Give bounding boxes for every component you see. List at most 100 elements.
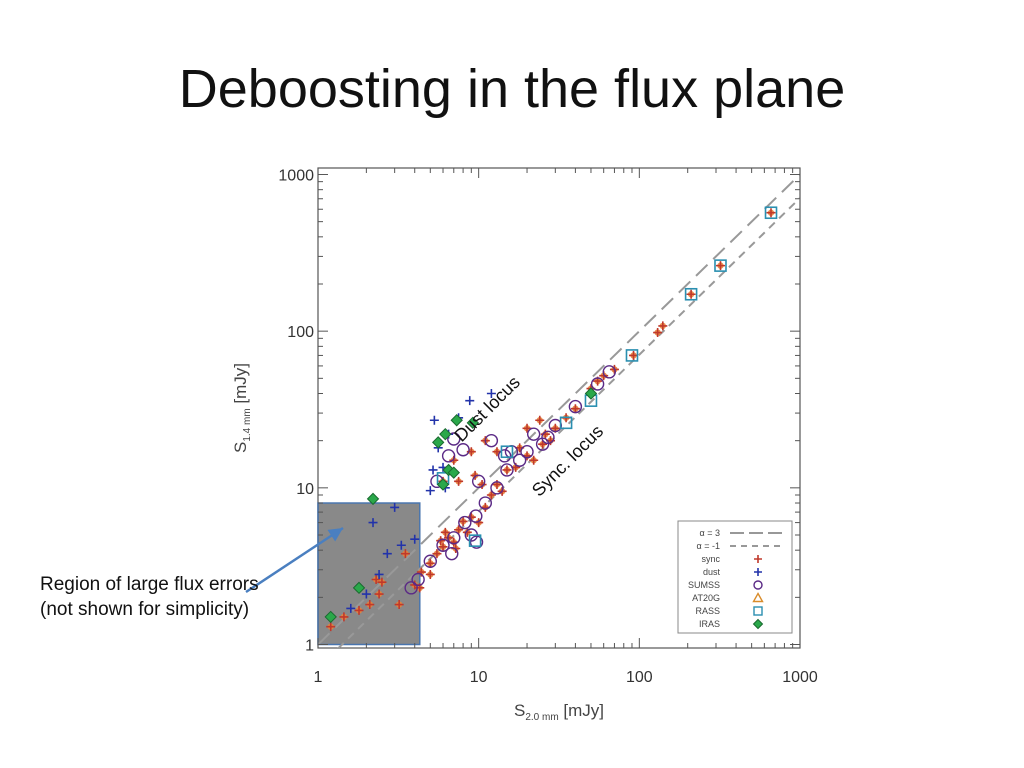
dust-point (465, 396, 475, 406)
sync-point (440, 527, 450, 537)
callout-arrow-line (245, 526, 344, 594)
dust-point (390, 502, 400, 512)
sumss-point (497, 449, 512, 463)
legend-label: dust (703, 567, 721, 577)
rass-point (468, 534, 482, 547)
sync-point (377, 577, 387, 587)
dust-point (486, 389, 496, 399)
sync-point (339, 612, 349, 622)
sumss-point (469, 509, 483, 523)
sumss-point (602, 365, 616, 379)
dust-locus-line (318, 173, 800, 646)
sync-point (436, 536, 446, 546)
dust-point (374, 569, 384, 579)
rass-point (714, 259, 727, 272)
sync-point (425, 569, 435, 579)
region-callout: Region of large flux errors (not shown f… (40, 574, 259, 620)
legend-label: AT20G (692, 593, 720, 603)
sync-point (529, 455, 539, 465)
sumss-point (520, 445, 534, 459)
legend-label: IRAS (699, 619, 720, 629)
legend-label: α = 3 (700, 528, 720, 538)
dust-point (410, 534, 420, 544)
slide-title: Deboosting in the flux plane (178, 59, 846, 119)
legend-iras-swatch (752, 618, 764, 630)
large-error-region (317, 502, 421, 646)
sumss-point (404, 581, 418, 595)
iras-point (439, 427, 452, 441)
iras-point (447, 466, 460, 479)
sync-point (374, 589, 384, 599)
sumss-point (590, 377, 605, 391)
dust-point (382, 549, 392, 559)
legend-label: SUMSS (688, 580, 720, 590)
sync-point (486, 490, 496, 500)
callout-arrow-head (327, 528, 343, 542)
dust-point (361, 589, 371, 599)
sync-point (365, 600, 375, 610)
sumss-point (500, 463, 514, 477)
rass-point (684, 287, 698, 301)
dust-point (346, 603, 356, 613)
sync-point (629, 350, 639, 360)
dust-point (429, 415, 439, 425)
y-tick-label: 1 (305, 638, 314, 655)
y-tick-label: 10 (296, 481, 314, 498)
sumss-point (445, 546, 459, 561)
legend-rass-swatch (753, 606, 763, 616)
dust-point (428, 465, 438, 475)
legend-box (677, 520, 793, 634)
sync-locus-line (337, 197, 800, 648)
sumss-point (512, 453, 527, 467)
sync-point (371, 574, 381, 584)
sumss-point (484, 433, 499, 448)
sync-point (394, 600, 404, 610)
sync-point (535, 415, 545, 425)
legend-label: α = -1 (697, 541, 720, 551)
sync-point (454, 525, 464, 535)
sumss-point (568, 399, 583, 414)
x-axis-label: S2.0 mm [mJy] (514, 701, 604, 723)
sync-point (686, 289, 696, 299)
legend-dust-swatch (754, 568, 762, 576)
legend-label: sync (701, 554, 720, 564)
sync-point (653, 328, 663, 338)
iras-point (584, 387, 598, 400)
sync-point (522, 423, 532, 433)
sumss-point (441, 449, 456, 463)
sync-point (425, 558, 435, 568)
y-tick-label: 100 (287, 324, 314, 341)
sumss-point (471, 474, 486, 489)
dust-point (368, 518, 378, 528)
sumss-point (469, 535, 484, 549)
sync-point (326, 622, 336, 632)
rass-point (559, 416, 573, 430)
sync-point (715, 261, 725, 271)
x-tick-label: 1000 (782, 669, 818, 686)
sumss-point (447, 531, 461, 545)
sumss-point (411, 572, 425, 587)
dust-point (425, 486, 435, 496)
sync-point (766, 208, 776, 218)
iras-point (436, 478, 450, 491)
legend-sync-swatch (754, 555, 762, 563)
legend-label: RASS (695, 606, 720, 616)
sync-point (354, 605, 364, 615)
iras-point (432, 436, 445, 449)
sync-point (458, 516, 468, 526)
sumss-point (526, 427, 541, 441)
iras-point (450, 414, 463, 427)
sumss-point (447, 432, 461, 446)
x-tick-label: 10 (470, 669, 488, 686)
y-axis-label: S1.4 mm [mJy] (231, 363, 253, 453)
sumss-point (478, 496, 493, 510)
sumss-point (541, 430, 555, 445)
sumss-point (458, 515, 472, 530)
legend-sumss-swatch (753, 580, 763, 590)
sync-point (462, 527, 472, 537)
iras-point (366, 492, 380, 506)
sync-point (570, 404, 580, 414)
sync-point (658, 321, 668, 331)
rass-point (625, 349, 639, 362)
